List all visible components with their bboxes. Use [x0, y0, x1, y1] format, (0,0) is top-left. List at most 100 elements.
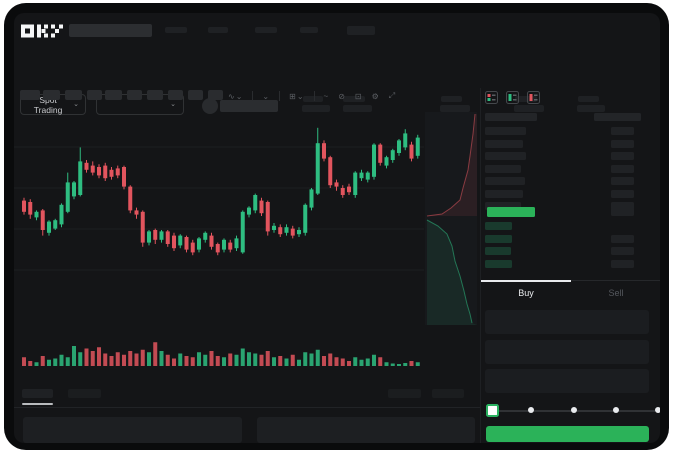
candle-body	[190, 242, 195, 253]
volume-bar	[134, 353, 139, 366]
order-input-skeleton[interactable]	[485, 310, 649, 334]
orderbook-value-skeleton	[485, 202, 521, 210]
bottom-tab-skeleton[interactable]	[68, 389, 101, 398]
timeframe-skeleton[interactable]	[87, 90, 102, 100]
candle-body	[165, 231, 170, 244]
timeframe-skeleton[interactable]	[168, 90, 183, 100]
stat-label-skeleton	[303, 96, 323, 102]
volume-bar	[215, 356, 220, 366]
orderbook-value-skeleton	[611, 208, 634, 216]
settings-icon[interactable]: ⚙	[371, 91, 380, 101]
volume-bar	[90, 351, 95, 366]
volume-bar	[297, 359, 301, 366]
volume-bar	[78, 352, 83, 366]
candle-body	[409, 144, 414, 159]
volume-bar	[165, 354, 170, 366]
depth-asks-line	[426, 113, 476, 217]
interval-dropdown-icon[interactable]: ⌄	[262, 91, 271, 101]
orderbook-split-view-icon[interactable]	[485, 91, 498, 109]
orderbook-value-skeleton	[611, 247, 634, 255]
candle-body	[65, 182, 70, 212]
timeframe-skeleton[interactable]	[127, 90, 142, 100]
candle-body	[203, 232, 208, 240]
candle-body	[59, 204, 64, 225]
candle-body	[328, 157, 333, 186]
orderbook-value-skeleton	[485, 164, 521, 173]
trade-side-tabs: Buy Sell	[481, 280, 660, 305]
volume-bar	[172, 358, 176, 366]
slider-stop-dot[interactable]	[528, 407, 535, 413]
search-bar-skeleton[interactable]	[69, 24, 152, 37]
orderbook-value-skeleton	[611, 234, 634, 243]
orderbook-value-skeleton	[611, 189, 634, 198]
chart-toolbar: ∿⌄ ⌄ ⊞⌄ ~ ⊘ ⊡ ⚙ ⤢	[14, 88, 480, 104]
orderbook-value-skeleton	[611, 127, 634, 135]
bottom-action-skeleton[interactable]	[432, 389, 464, 398]
candle-body	[284, 227, 289, 233]
line-tool-icon[interactable]: ~	[323, 91, 330, 101]
volume-bar	[334, 357, 339, 366]
volume-bar	[122, 354, 126, 366]
candle-body	[372, 144, 376, 177]
volume-bar	[222, 357, 226, 366]
indicators-icon[interactable]: ⊞⌄	[289, 91, 305, 101]
timeframe-skeleton[interactable]	[43, 90, 60, 100]
orderbook-value-skeleton	[611, 164, 634, 173]
candle-body	[222, 239, 226, 250]
tab-buy[interactable]: Buy	[481, 280, 571, 305]
candle-body	[215, 244, 220, 253]
candle-body	[115, 168, 120, 176]
slider-stop-dot[interactable]	[612, 407, 619, 413]
stat-value-skeleton	[302, 105, 330, 112]
candle-body	[384, 157, 389, 166]
orderbook-value-skeleton	[485, 152, 526, 160]
volume-bar	[197, 352, 201, 366]
pair-name-skeleton[interactable]	[220, 100, 278, 112]
candle-body	[359, 172, 364, 179]
buy-submit-button[interactable]	[486, 426, 649, 442]
timeframe-skeleton[interactable]	[147, 90, 163, 100]
volume-bar	[228, 353, 233, 366]
eraser-icon[interactable]: ⊘	[338, 91, 346, 101]
tab-sell[interactable]: Sell	[608, 288, 624, 298]
orderbook-value-skeleton	[485, 247, 511, 255]
timeframe-skeleton[interactable]	[20, 90, 40, 100]
candle-body	[278, 227, 283, 235]
volume-bar	[384, 362, 389, 366]
volume-bar	[97, 347, 101, 366]
timeframe-skeleton[interactable]	[65, 90, 82, 100]
candle-body	[322, 143, 326, 159]
timeframe-skeleton[interactable]	[208, 90, 223, 100]
volume-bar	[209, 351, 214, 366]
orderbook-bids-view-icon[interactable]	[506, 91, 519, 109]
amount-slider-handle[interactable]	[486, 404, 499, 417]
candle-body	[72, 182, 76, 197]
orderbook-asks-view-icon[interactable]	[527, 91, 540, 109]
order-input-skeleton[interactable]	[485, 369, 649, 393]
candle-body	[253, 195, 258, 211]
timeframe-skeleton[interactable]	[105, 90, 122, 100]
candle-body	[134, 210, 139, 215]
fullscreen-icon[interactable]: ⤢	[388, 91, 397, 100]
stat-value-skeleton	[577, 105, 605, 112]
volume-bar	[65, 357, 70, 366]
volume-bar	[409, 361, 414, 366]
candle-body	[390, 150, 395, 160]
candle-body	[109, 169, 114, 177]
chart-type-icon[interactable]: ∿⌄	[228, 91, 244, 101]
timeframe-skeleton[interactable]	[188, 90, 203, 100]
volume-bar	[378, 357, 383, 366]
volume-bar	[272, 357, 276, 366]
order-input-skeleton[interactable]	[485, 339, 649, 364]
slider-stop-dot[interactable]	[570, 407, 577, 413]
volume-bar	[359, 359, 364, 366]
candlestick-chart[interactable]	[14, 104, 480, 371]
volume-bar	[322, 356, 326, 366]
subheader: Spot Trading ⌄ ⌄	[14, 50, 660, 115]
camera-icon[interactable]: ⊡	[354, 91, 363, 101]
bottom-tab-skeleton-active[interactable]	[22, 389, 53, 398]
candle-body	[84, 162, 89, 170]
volume-bar	[403, 363, 408, 366]
slider-stop-dot[interactable]	[655, 407, 660, 413]
bottom-action-skeleton[interactable]	[388, 389, 421, 398]
